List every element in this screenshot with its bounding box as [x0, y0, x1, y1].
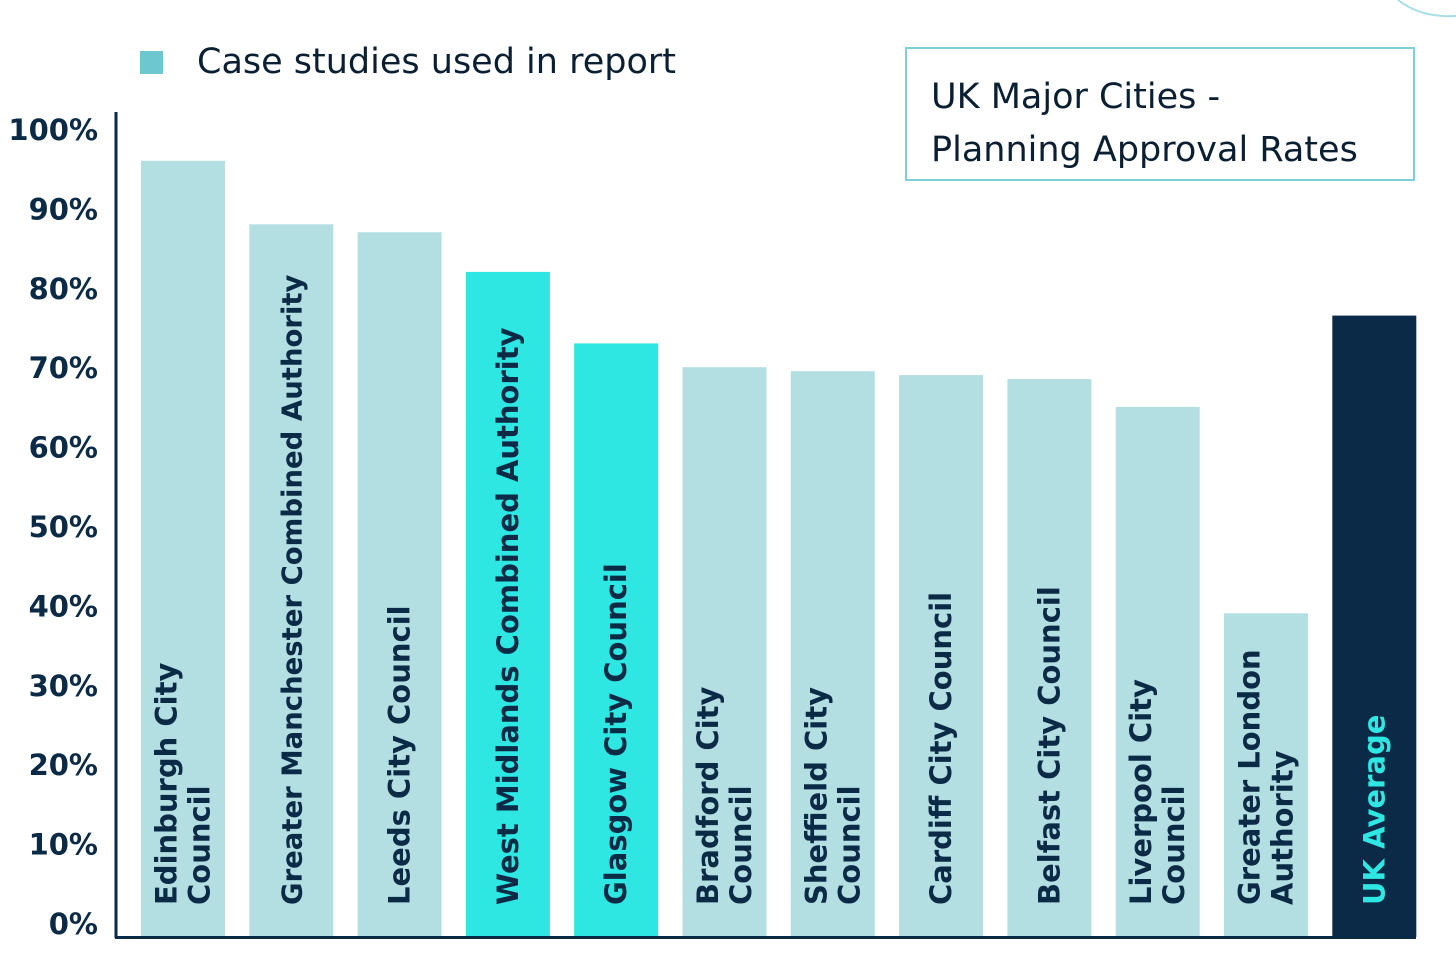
bar-label: Sheffield CityCouncil	[799, 687, 866, 905]
chart-title-line-1: UK Major Cities -	[931, 77, 1221, 117]
y-axis-ticks: 0% 10% 20% 30% 40% 50% 60% 70% 80% 90% 100%	[8, 113, 98, 941]
chart-title-line-2: Planning Approval Rates	[931, 130, 1358, 170]
bar	[1115, 406, 1200, 937]
y-tick-label: 30%	[29, 669, 98, 703]
bar	[141, 160, 225, 938]
bar	[899, 375, 984, 938]
legend-label: Case studies used in report	[197, 42, 676, 82]
y-tick-label: 70%	[29, 351, 98, 385]
bar-label: Leeds City Council	[383, 605, 417, 905]
legend-swatch	[140, 50, 163, 74]
y-tick-label: 100%	[8, 113, 98, 147]
bar	[1007, 379, 1092, 938]
y-tick-label: 40%	[29, 589, 98, 623]
bar-label: UK Average	[1357, 715, 1391, 905]
bar-label: Glasgow City Council	[599, 563, 633, 905]
bar-label: Edinburgh CityCouncil	[150, 663, 217, 905]
bar	[574, 343, 659, 937]
y-tick-label: 90%	[29, 192, 98, 226]
legend: Case studies used in report	[140, 42, 676, 82]
bar	[790, 371, 875, 937]
bar-label: Cardiff City Council	[924, 592, 958, 905]
bar-label: Greater Manchester Combined Authority	[276, 274, 308, 905]
bar	[249, 224, 334, 938]
y-tick-label: 50%	[29, 510, 98, 544]
bar-label: Belfast City Council	[1032, 586, 1066, 905]
bar-label: Liverpool CityCouncil	[1124, 679, 1191, 905]
y-tick-label: 80%	[29, 272, 98, 306]
bar-label: West Midlands Combined Authority	[491, 327, 525, 905]
y-tick-label: 0%	[49, 907, 98, 941]
chart-title-box: UK Major Cities - Planning Approval Rate…	[905, 47, 1415, 181]
bar	[357, 232, 442, 937]
y-tick-label: 20%	[29, 748, 98, 782]
bar	[1332, 315, 1417, 938]
y-tick-label: 10%	[29, 828, 98, 862]
bar	[1224, 613, 1308, 937]
bar-label: Bradford CityCouncil	[691, 686, 758, 905]
bar	[465, 271, 550, 937]
bars	[141, 160, 1417, 938]
decorative-arc	[1397, 0, 1456, 18]
y-tick-label: 60%	[29, 431, 98, 465]
bar	[682, 367, 767, 937]
bar-label: Greater LondonAuthority	[1233, 649, 1300, 905]
bar-labels: Edinburgh CityCouncil Greater Manchester …	[150, 274, 1392, 905]
